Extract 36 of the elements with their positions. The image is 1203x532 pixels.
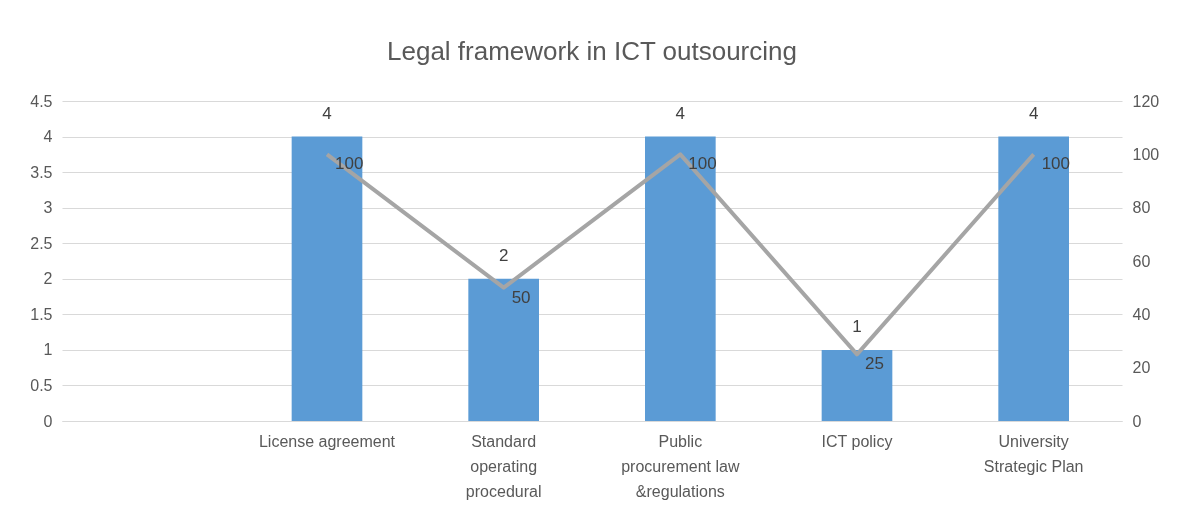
y-tick-label: 4.5 [30, 92, 53, 110]
bar [291, 136, 363, 421]
data-label: 100 [688, 154, 717, 174]
bar [998, 136, 1069, 421]
y2-tick-label: 100 [1132, 145, 1160, 163]
x-tick-label: Standard operating procedural [465, 432, 542, 500]
y-tick-label: 0.5 [30, 376, 53, 394]
y2-tick-label: 20 [1132, 359, 1151, 377]
y-tick-label: 4 [43, 128, 53, 146]
x-tick-label: University Strategic Plan [983, 432, 1084, 475]
y-tick-label: 2 [43, 270, 53, 288]
chart-title: Legal framework in ICT outsourcing [387, 36, 797, 66]
y-tick-label: 3 [43, 199, 53, 217]
y-tick-label: 1 [43, 341, 53, 359]
data-label: 25 [865, 354, 884, 374]
y2-tick-label: 40 [1132, 305, 1151, 323]
data-label: 1 [852, 316, 862, 336]
y2-tick-label: 80 [1132, 199, 1151, 217]
data-label: 4 [322, 103, 332, 123]
data-label: 2 [498, 245, 509, 265]
x-tick-label: License agreement [258, 432, 396, 450]
y-tick-label: 0 [43, 412, 53, 430]
data-label: 4 [675, 103, 686, 123]
y2-tick-label: 0 [1132, 412, 1142, 430]
data-label: 50 [511, 287, 531, 307]
bar [645, 136, 716, 421]
x-tick-label: ICT policy [821, 432, 893, 450]
y2-tick-label: 60 [1132, 252, 1151, 270]
y-tick-label: 1.5 [30, 305, 53, 323]
data-label: 4 [1028, 103, 1039, 123]
y-tick-label: 3.5 [30, 163, 53, 181]
y-tick-label: 2.5 [30, 234, 53, 252]
bar [821, 349, 893, 421]
y2-tick-label: 120 [1132, 92, 1160, 110]
bar [468, 278, 539, 421]
x-tick-label: Public procurement law &regulations [621, 432, 740, 500]
